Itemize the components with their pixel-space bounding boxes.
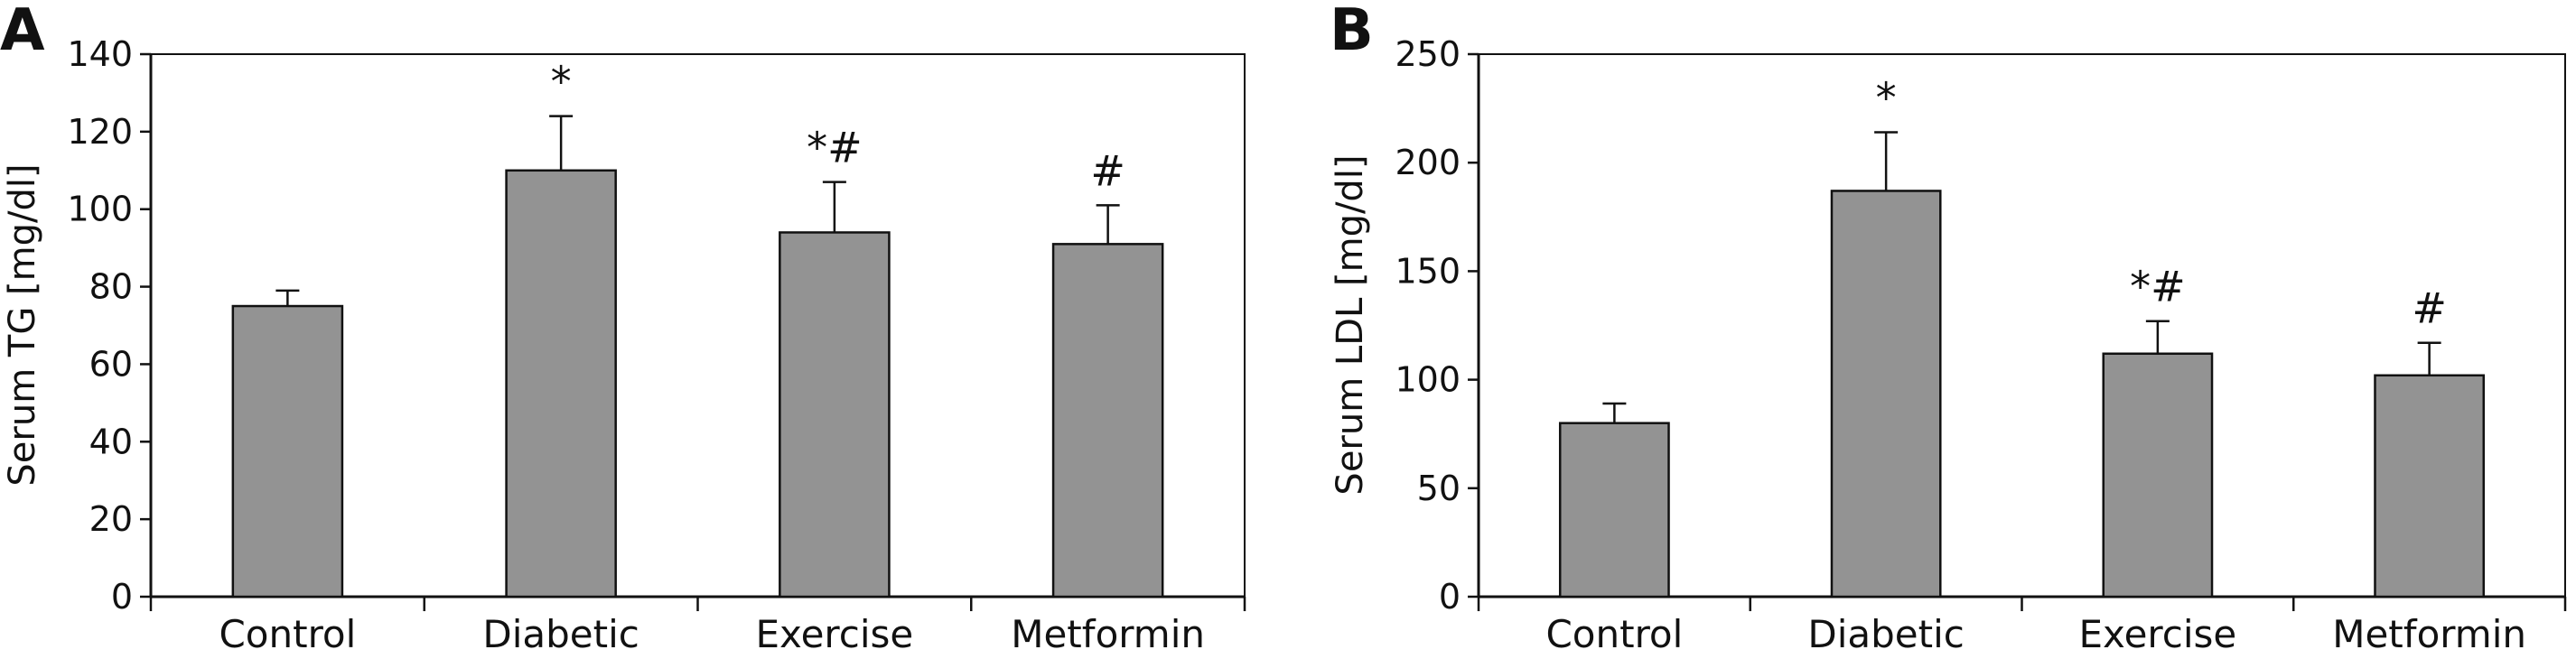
y-tick-label: 20 [89,499,133,539]
y-tick-label: 40 [89,422,133,461]
y-axis-label: Serum TG [mg/dl] [2,163,43,486]
y-tick-label: 120 [67,112,133,152]
y-tick-label: 80 [89,267,133,307]
x-tick-label: Control [1545,612,1683,655]
y-tick-label: 140 [67,34,133,74]
bar-diabetic [505,169,617,599]
panel-letter: A [0,0,45,64]
significance-marker: *# [2130,263,2186,311]
x-tick-label: Diabetic [1807,612,1964,655]
significance-marker: * [1876,74,1897,123]
y-tick-label: 200 [1395,143,1461,182]
y-tick-label: 100 [1395,360,1461,400]
bar-exercise [779,231,891,599]
panel-letter: B [1330,0,1374,64]
y-tick-label: 250 [1395,34,1461,74]
x-tick-label: Exercise [2078,612,2236,655]
chart-panel-b: B Serum LDL [mg/dl] 0 50 100 150 200 250 Control… [1330,0,2567,656]
bar-metformin [1051,243,1164,599]
y-tick-label: 0 [111,577,133,617]
bar-exercise [2102,352,2214,599]
y-tick-label: 50 [1417,469,1461,508]
x-tick-label: Exercise [755,612,913,655]
y-axis-label: Serum LDL [mg/dl] [1330,154,1371,495]
bar-metformin [2374,374,2486,599]
significance-marker: * [551,58,572,107]
y-tick-label: 100 [67,190,133,229]
y-tick-label: 0 [1439,577,1461,617]
significance-marker: # [2412,284,2447,333]
y-tick-label: 150 [1395,251,1461,291]
significance-marker: *# [807,124,863,172]
bar-control [231,304,344,599]
bar-diabetic [1830,190,1942,599]
bar-control [1558,422,1670,599]
x-tick-label: Diabetic [482,612,639,655]
chart-panel-a: A Serum TG [mg/dl] 0 20 40 60 80 100 120 140 Contr… [0,0,1246,656]
significance-marker: # [1090,146,1125,195]
x-tick-label: Metformin [2332,612,2526,655]
y-tick-label: 60 [89,344,133,384]
x-tick-label: Control [219,612,356,655]
x-tick-label: Metformin [1011,612,1205,655]
